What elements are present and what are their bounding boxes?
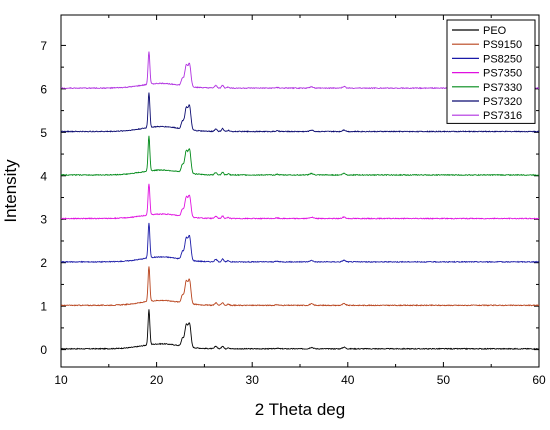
y-tick-label: 4 xyxy=(40,169,47,183)
legend-box xyxy=(446,19,536,124)
y-axis-label: Intensity xyxy=(1,159,20,223)
x-tick-label: 50 xyxy=(437,373,451,387)
x-tick-label: 40 xyxy=(341,373,355,387)
series-line-peo xyxy=(60,309,540,351)
x-tick-label: 10 xyxy=(54,373,68,387)
legend: PEO PS9150 PS8250 PS7350 PS7330 PS7320 PS7316 xyxy=(446,19,536,124)
x-tick-label: 60 xyxy=(532,373,546,387)
y-axis: 0 1 2 3 4 5 6 7 xyxy=(40,39,539,357)
y-tick-label: 0 xyxy=(40,343,47,357)
legend-label: PS7350 xyxy=(483,68,522,80)
x-tick-label: 30 xyxy=(246,373,260,387)
y-tick-label: 6 xyxy=(40,82,47,96)
legend-label: PS7316 xyxy=(483,110,522,122)
legend-label: PS8250 xyxy=(483,53,522,65)
legend-label: PEO xyxy=(483,25,507,37)
series-group xyxy=(60,51,540,351)
x-tick-label: 20 xyxy=(150,373,164,387)
series-line-ps7330 xyxy=(60,135,540,177)
series-line-ps7350 xyxy=(60,183,540,220)
series-line-ps9150 xyxy=(60,266,540,307)
y-tick-label: 2 xyxy=(40,256,47,270)
y-tick-label: 5 xyxy=(40,126,47,140)
y-tick-label: 1 xyxy=(40,300,47,314)
x-axis-label: 2 Theta deg xyxy=(255,400,345,419)
series-line-ps8250 xyxy=(60,222,540,264)
legend-label: PS7330 xyxy=(483,82,522,94)
x-axis: 10 20 30 40 50 60 xyxy=(54,15,546,387)
y-tick-label: 3 xyxy=(40,213,47,227)
legend-label: PS7320 xyxy=(483,96,522,108)
legend-label: PS9150 xyxy=(483,39,522,51)
series-line-ps7320 xyxy=(60,92,540,133)
y-tick-label: 7 xyxy=(40,39,47,53)
